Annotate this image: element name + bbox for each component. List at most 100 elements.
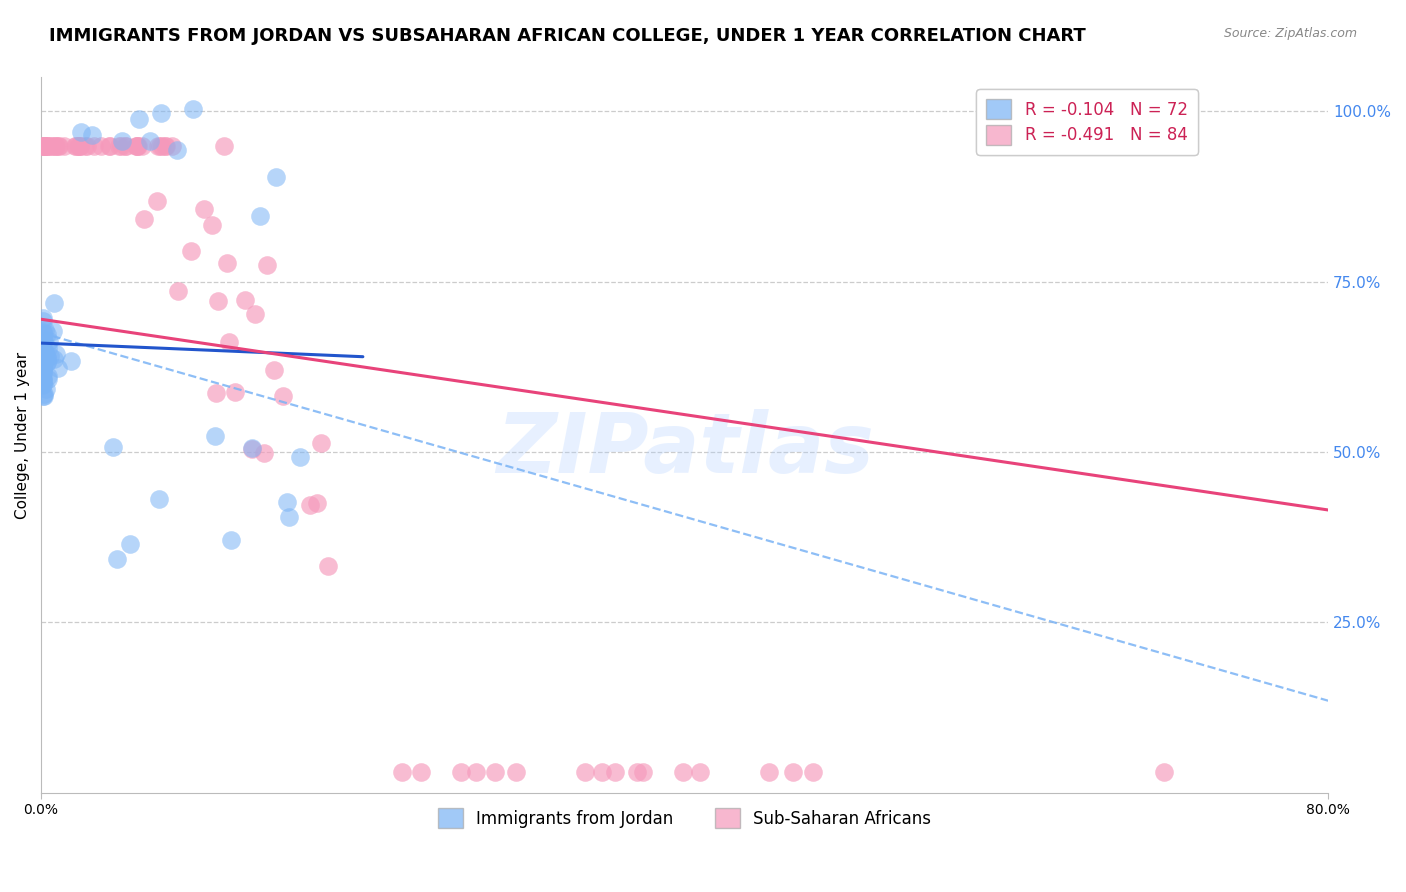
Point xyxy=(309,435,332,450)
Point xyxy=(32,387,55,401)
Point xyxy=(118,537,141,551)
Point xyxy=(31,371,53,385)
Point xyxy=(31,373,53,387)
Text: IMMIGRANTS FROM JORDAN VS SUBSAHARAN AFRICAN COLLEGE, UNDER 1 YEAR CORRELATION C: IMMIGRANTS FROM JORDAN VS SUBSAHARAN AFR… xyxy=(49,27,1085,45)
Point xyxy=(689,765,711,780)
Point xyxy=(148,491,170,506)
Point xyxy=(155,138,177,153)
Point xyxy=(31,342,53,356)
Point xyxy=(31,357,53,371)
Point xyxy=(34,323,56,337)
Point xyxy=(243,307,266,321)
Point xyxy=(31,355,53,369)
Point xyxy=(149,138,172,153)
Point xyxy=(31,351,53,366)
Point xyxy=(409,765,432,780)
Point xyxy=(65,138,87,153)
Point xyxy=(290,450,312,465)
Point xyxy=(34,389,56,403)
Point xyxy=(31,364,53,378)
Point xyxy=(44,138,66,153)
Point xyxy=(127,138,149,153)
Point xyxy=(391,765,413,780)
Point xyxy=(155,138,177,153)
Point xyxy=(242,442,264,456)
Point xyxy=(450,765,472,780)
Point xyxy=(125,138,148,153)
Point xyxy=(90,138,112,153)
Point xyxy=(37,368,59,383)
Point xyxy=(592,765,614,780)
Point xyxy=(31,325,53,339)
Point xyxy=(145,194,167,208)
Point xyxy=(63,138,86,153)
Point xyxy=(484,765,506,780)
Point xyxy=(111,134,134,148)
Point xyxy=(32,361,55,376)
Point xyxy=(31,345,53,359)
Point xyxy=(38,349,60,363)
Point xyxy=(35,138,58,153)
Point xyxy=(215,255,238,269)
Point xyxy=(32,378,55,392)
Point xyxy=(125,138,148,153)
Point xyxy=(307,496,329,510)
Point xyxy=(59,353,82,368)
Point xyxy=(31,311,53,326)
Point xyxy=(34,347,56,361)
Point xyxy=(35,382,58,396)
Point xyxy=(35,138,58,153)
Point xyxy=(45,138,67,153)
Point xyxy=(672,765,695,780)
Point xyxy=(31,349,53,363)
Point xyxy=(271,389,294,403)
Point xyxy=(160,138,183,153)
Point xyxy=(67,138,90,153)
Point xyxy=(69,138,91,153)
Point xyxy=(41,324,63,338)
Point xyxy=(115,138,138,153)
Point xyxy=(42,352,65,367)
Point xyxy=(132,211,155,226)
Point xyxy=(31,345,53,359)
Point xyxy=(38,138,60,153)
Point xyxy=(277,509,299,524)
Point xyxy=(34,334,56,348)
Point xyxy=(233,293,256,308)
Point xyxy=(41,138,63,153)
Point xyxy=(633,765,655,780)
Point xyxy=(207,293,229,308)
Point xyxy=(1153,765,1175,780)
Point xyxy=(31,334,53,348)
Point xyxy=(45,347,67,361)
Point xyxy=(253,445,276,459)
Point xyxy=(204,385,226,400)
Point xyxy=(31,360,53,375)
Point xyxy=(38,334,60,349)
Point xyxy=(465,765,488,780)
Point xyxy=(249,210,271,224)
Point xyxy=(31,332,53,346)
Point xyxy=(31,355,53,369)
Point xyxy=(35,350,58,364)
Legend: Immigrants from Jordan, Sub-Saharan Africans: Immigrants from Jordan, Sub-Saharan Afri… xyxy=(432,802,938,834)
Point xyxy=(218,334,240,349)
Point xyxy=(41,138,63,153)
Point xyxy=(48,138,70,153)
Point xyxy=(574,765,596,780)
Point xyxy=(31,357,53,371)
Point xyxy=(758,765,780,780)
Point xyxy=(264,169,287,184)
Point xyxy=(75,138,97,153)
Point xyxy=(34,351,56,366)
Point xyxy=(166,143,188,157)
Point xyxy=(37,354,59,368)
Point xyxy=(256,258,278,272)
Text: ZIPatlas: ZIPatlas xyxy=(496,409,873,490)
Point xyxy=(34,138,56,153)
Point xyxy=(42,296,65,310)
Point xyxy=(181,102,204,116)
Point xyxy=(67,138,90,153)
Point xyxy=(34,138,56,153)
Point xyxy=(505,765,527,780)
